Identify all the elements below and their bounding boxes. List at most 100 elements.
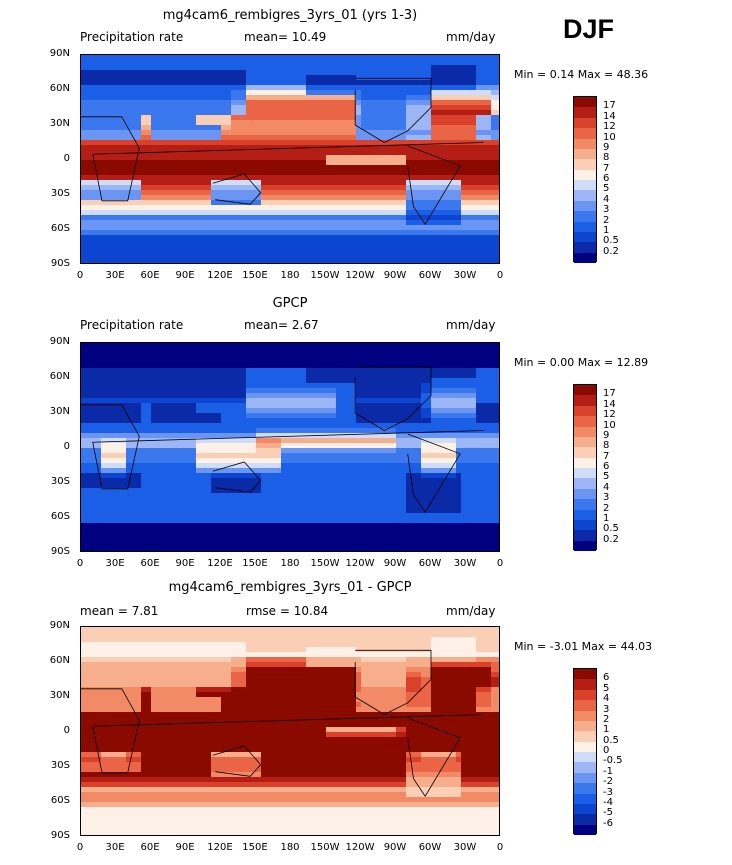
x-tick-label: 150E: [242, 842, 268, 853]
x-tick-label: 90E: [175, 842, 195, 853]
panel-title: GPCP: [272, 296, 308, 311]
colorbar-label: 0.2: [603, 245, 619, 257]
colorbar-swatch: [574, 252, 596, 263]
units-label: mm/day: [446, 30, 496, 44]
x-tick-label: 60E: [140, 270, 160, 281]
season-label: DJF: [563, 14, 615, 44]
colorbar-label: 2: [603, 502, 610, 514]
colorbar-swatch: [574, 669, 596, 680]
colorbar-swatch: [574, 689, 596, 701]
colorbar-label: -3: [603, 786, 613, 798]
x-tick-label: 90E: [175, 270, 195, 281]
colorbar-swatch: [574, 405, 596, 417]
x-tick-label: 90W: [383, 842, 407, 853]
colorbar-label: 8: [603, 440, 610, 452]
coastline-3: [354, 365, 432, 431]
colorbar-label: 3: [603, 492, 610, 504]
colorbar-label: 12: [603, 121, 616, 133]
x-tick-label: 0: [76, 842, 84, 853]
colorbar: [573, 96, 597, 263]
min-max-label: Min = 0.14 Max = 48.36: [514, 68, 649, 81]
colorbar-label: 9: [603, 429, 610, 441]
colorbar-label: 0.5: [603, 734, 619, 746]
x-tick-label: 60E: [140, 842, 160, 853]
colorbar-label: 10: [603, 419, 616, 431]
coastline-1: [407, 433, 461, 513]
y-tick-label: 30S: [50, 188, 70, 199]
y-tick-label: 30S: [50, 760, 70, 771]
center-label: mean= 10.49: [244, 30, 327, 44]
colorbar-swatch: [574, 793, 596, 804]
y-tick-label: 60N: [49, 655, 70, 666]
colorbar-label: 0.5: [603, 235, 619, 247]
colorbar-label: 8: [603, 152, 610, 164]
colorbar-label: 4: [603, 193, 610, 205]
x-tick-label: 60E: [140, 558, 160, 569]
y-tick-label: 30S: [50, 476, 70, 487]
colorbar-swatch: [574, 509, 596, 520]
left-label: Precipitation rate: [80, 30, 184, 44]
colorbar-swatch: [574, 159, 596, 170]
colorbar-label: 1: [603, 224, 610, 236]
x-tick-label: 90E: [175, 558, 195, 569]
colorbar-label: 0.2: [603, 533, 619, 545]
colorbar-swatch: [574, 478, 596, 489]
coastline-0: [81, 404, 484, 490]
colorbar-label: 6: [603, 461, 610, 472]
x-tick-label: 180: [280, 270, 300, 281]
y-tick-label: 30N: [49, 690, 70, 701]
x-tick-label: 120E: [207, 558, 233, 569]
map-obs: [80, 342, 500, 552]
left-label: mean = 7.81: [80, 604, 159, 618]
colorbar-label: 1: [603, 724, 610, 736]
x-tick-label: 150W: [310, 270, 340, 281]
x-tick-label: 90W: [383, 270, 407, 281]
colorbar-swatch: [574, 385, 596, 396]
colorbar-label: 7: [603, 450, 610, 462]
units-label: mm/day: [446, 604, 496, 618]
y-tick-label: 90S: [50, 258, 70, 269]
y-tick-label: 0: [63, 441, 70, 452]
coastline-2: [212, 461, 262, 493]
colorbar-swatch: [574, 117, 596, 129]
left-label: Precipitation rate: [80, 318, 184, 332]
min-max-label: Min = -3.01 Max = 44.03: [514, 640, 653, 653]
colorbar-swatch: [574, 180, 596, 191]
x-tick-label: 30E: [105, 842, 125, 853]
colorbar-label: 14: [603, 110, 616, 122]
y-tick-label: 90N: [49, 620, 70, 631]
colorbar-swatch: [574, 221, 596, 232]
x-tick-label: 120W: [345, 842, 375, 853]
colorbar-label: 0.5: [603, 523, 619, 535]
center-label: rmse = 10.84: [246, 604, 329, 618]
center-label: mean= 2.67: [244, 318, 319, 332]
x-tick-label: 120W: [345, 558, 375, 569]
y-tick-label: 60N: [49, 83, 70, 94]
colorbar-swatch: [574, 783, 596, 794]
coastline-0: [81, 688, 484, 774]
colorbar-label: 2: [603, 713, 610, 725]
x-tick-label: 150W: [310, 842, 340, 853]
colorbar-label: 6: [603, 672, 610, 684]
colorbar-label: 5: [603, 183, 610, 195]
colorbar-swatch: [574, 731, 596, 742]
colorbar-swatch: [574, 530, 596, 541]
x-tick-label: 90W: [383, 558, 407, 569]
colorbar-label: -2: [603, 776, 613, 788]
map-diff: [80, 626, 500, 836]
colorbar-swatch: [574, 741, 596, 752]
colorbar-swatch: [574, 148, 596, 160]
colorbar-swatch: [574, 447, 596, 458]
colorbar-swatch: [574, 540, 596, 551]
colorbar-label: 17: [603, 100, 616, 112]
coastline-1: [407, 717, 461, 797]
coastline-2: [212, 173, 262, 205]
colorbar-swatch: [574, 200, 596, 212]
colorbar-swatch: [574, 762, 596, 773]
x-tick-label: 150E: [242, 558, 268, 569]
y-tick-label: 0: [63, 153, 70, 164]
y-tick-label: 60N: [49, 371, 70, 382]
colorbar-swatch: [574, 436, 596, 448]
colorbar-swatch: [574, 97, 596, 108]
contour-field: [81, 627, 499, 835]
